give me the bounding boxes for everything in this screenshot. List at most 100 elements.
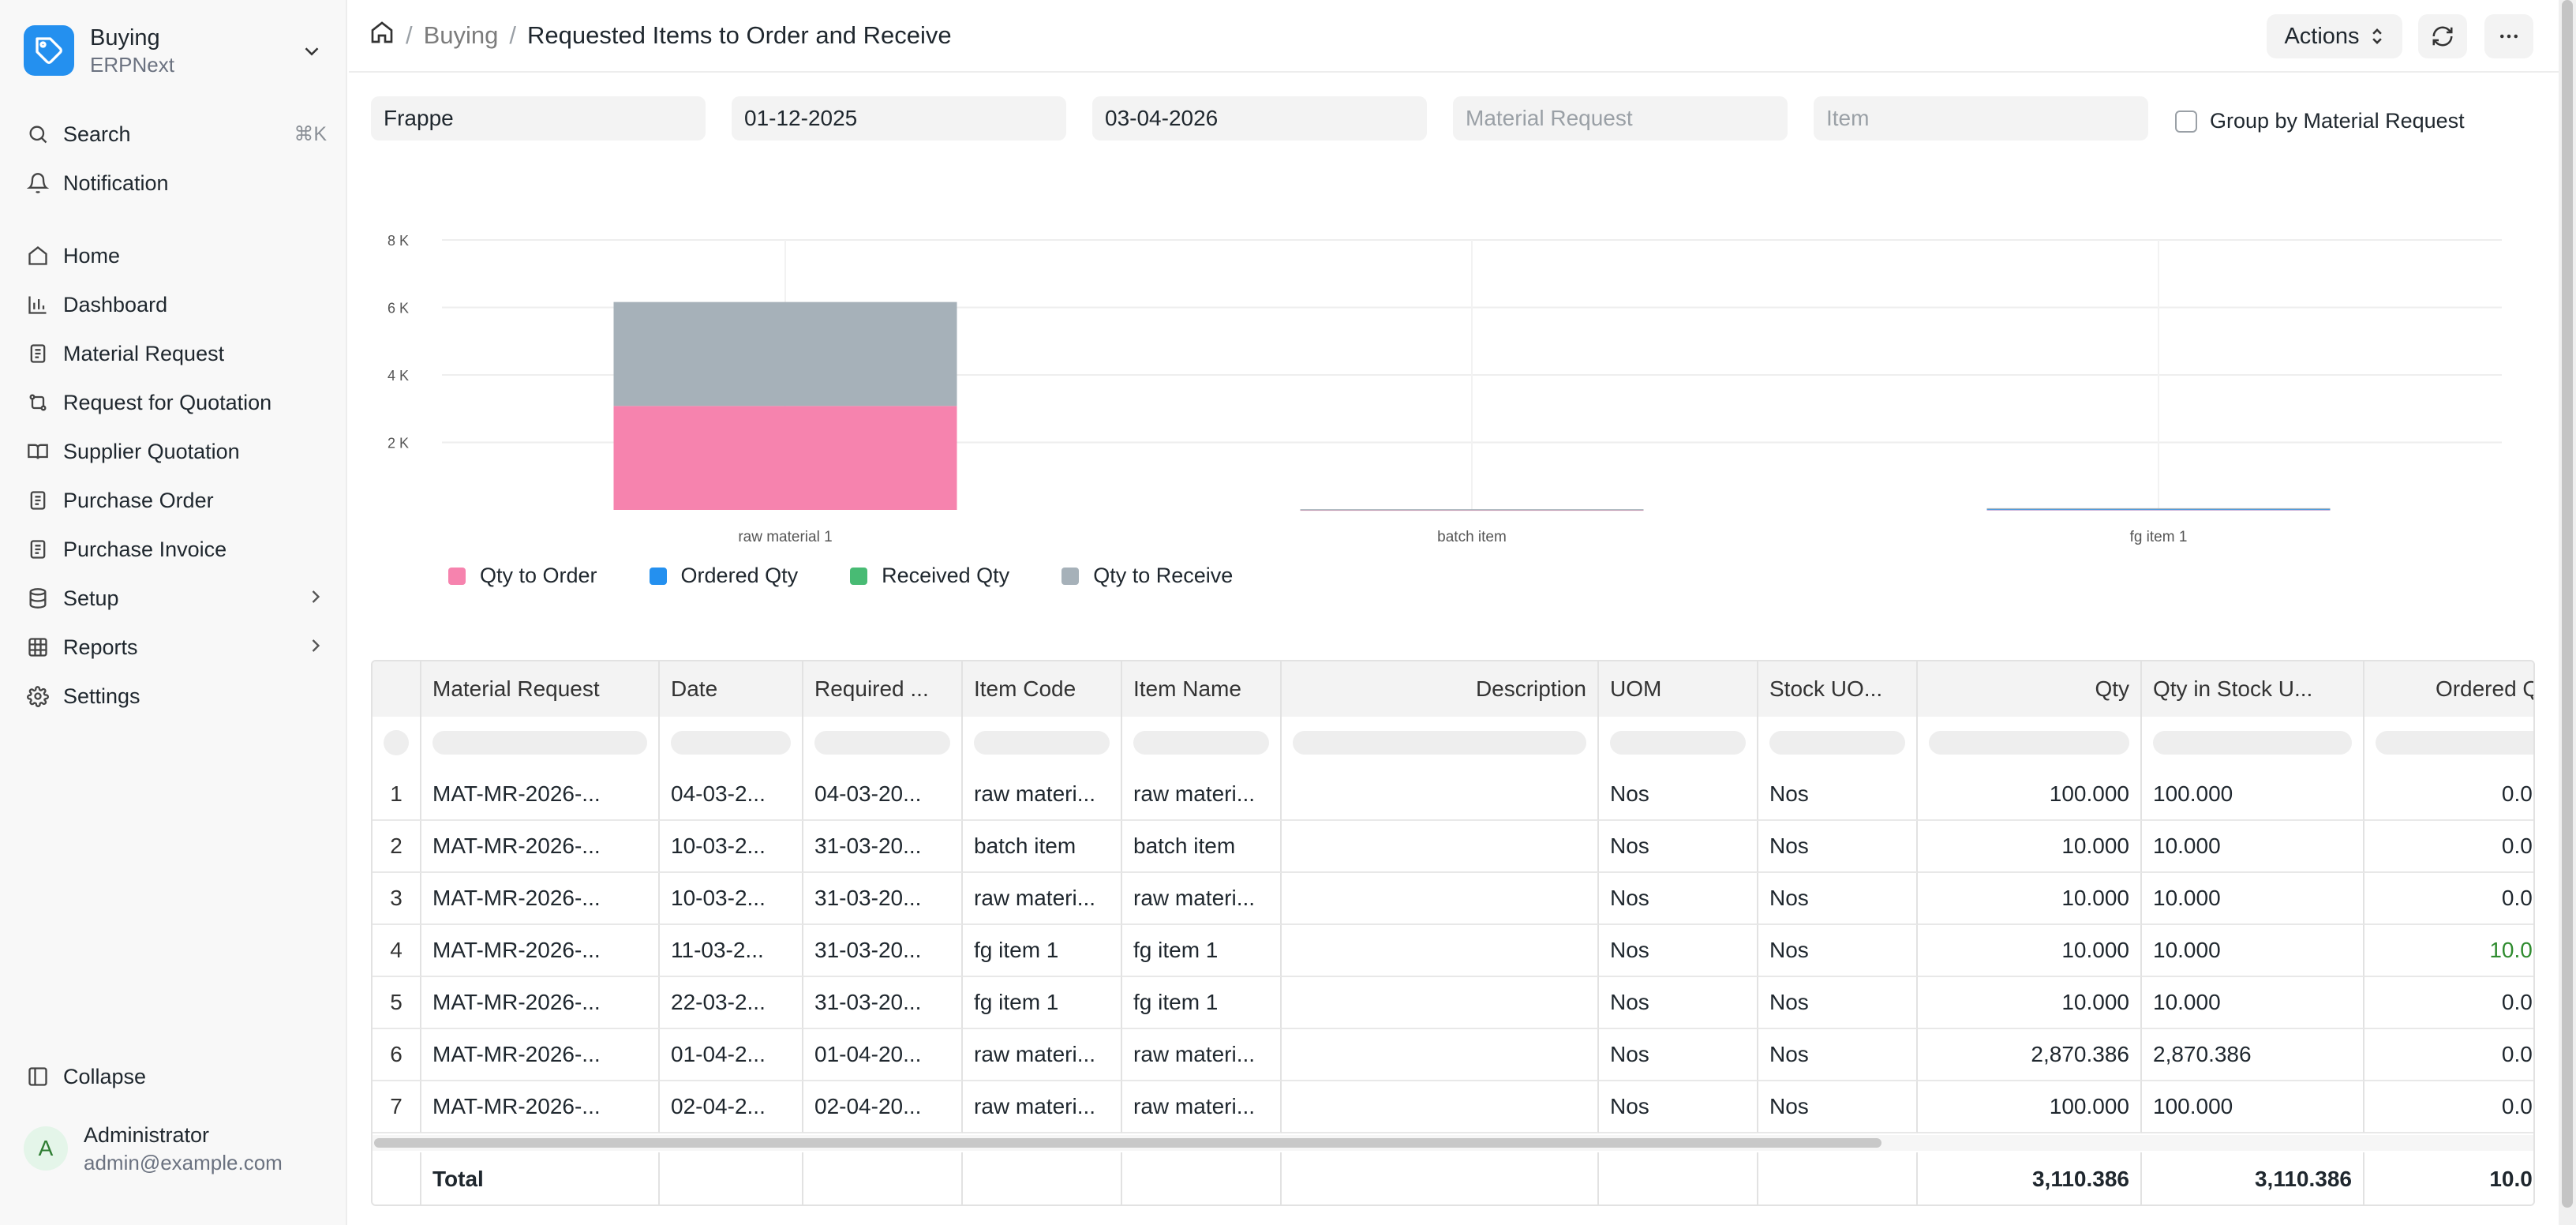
sidebar-item-purchase-order[interactable]: Purchase Order	[24, 478, 335, 523]
table-row[interactable]: 3 MAT-MR-2026-... 10-03-2... 31-03-20... raw…	[373, 873, 2533, 925]
table-cell: 31-03-20...	[803, 925, 963, 977]
sidebar-item-supplier-quotation[interactable]: Supplier Quotation	[24, 429, 335, 474]
breadcrumb-buying[interactable]: Buying	[423, 21, 499, 49]
sidebar-search-label: Search	[63, 122, 131, 146]
table-cell: 0.000	[2364, 977, 2533, 1029]
file-icon	[24, 486, 52, 515]
column-filter-input[interactable]	[1133, 731, 1269, 755]
table-cell: raw materi...	[963, 1081, 1122, 1133]
company-filter[interactable]: Frappe	[371, 96, 706, 140]
column-header[interactable]: Required ...	[803, 661, 963, 717]
legend-item[interactable]: Received Qty	[850, 564, 1009, 588]
sidebar-search[interactable]: Search ⌘K	[24, 112, 335, 156]
table-row[interactable]: 2 MAT-MR-2026-... 10-03-2... 31-03-20... bat…	[373, 821, 2533, 873]
table-cell: 02-04-20...	[803, 1081, 963, 1133]
legend-swatch	[850, 567, 868, 585]
sidebar-collapse[interactable]: Collapse	[24, 1055, 335, 1099]
column-filter-input[interactable]	[1769, 731, 1905, 755]
legend-label: Received Qty	[882, 564, 1010, 587]
table-cell: 22-03-2...	[660, 977, 803, 1029]
sidebar-item-label: Setup	[63, 586, 119, 610]
table-cell: 10.000	[2142, 925, 2364, 977]
column-filter	[1758, 717, 1918, 769]
column-filter-input[interactable]	[2153, 731, 2352, 755]
total-cell	[1282, 1152, 1599, 1204]
column-header[interactable]: Stock UO...	[1758, 661, 1918, 717]
total-cell	[803, 1152, 963, 1204]
actions-button[interactable]: Actions	[2267, 14, 2402, 58]
group-by-toggle[interactable]: Group by Material Request	[2175, 109, 2465, 133]
table-cell: batch item	[1122, 821, 1282, 873]
database-icon	[24, 584, 52, 612]
sidebar-item-label: Supplier Quotation	[63, 439, 240, 463]
column-filter-input[interactable]	[1293, 731, 1586, 755]
user-email: admin@example.com	[84, 1151, 283, 1174]
sidebar-item-request-for-quotation[interactable]: Request for Quotation	[24, 380, 335, 425]
sidebar-item-label: Settings	[63, 684, 140, 708]
table-cell: fg item 1	[963, 925, 1122, 977]
column-filter-input[interactable]	[432, 731, 647, 755]
sidebar-item-dashboard[interactable]: Dashboard	[24, 283, 335, 327]
table-cell: Nos	[1758, 1029, 1918, 1081]
column-filter-input[interactable]	[1929, 731, 2129, 755]
more-options-button[interactable]	[2484, 14, 2533, 58]
table-row[interactable]: 7 MAT-MR-2026-... 02-04-2... 02-04-20... raw…	[373, 1081, 2533, 1133]
chevron-right-icon	[305, 635, 327, 662]
home-icon[interactable]	[369, 20, 395, 51]
column-header[interactable]: Ordered Qty	[2364, 661, 2533, 717]
column-filter-input[interactable]	[2376, 731, 2533, 755]
column-header[interactable]: Description	[1282, 661, 1599, 717]
sidebar-item-reports[interactable]: Reports	[24, 625, 335, 669]
actions-label: Actions	[2284, 23, 2360, 49]
material-request-filter[interactable]: Material Request	[1453, 96, 1788, 140]
horizontal-scrollbar[interactable]	[374, 1138, 1881, 1148]
sidebar-item-purchase-invoice[interactable]: Purchase Invoice	[24, 527, 335, 571]
column-filter-input[interactable]	[814, 731, 950, 755]
sidebar-item-setup[interactable]: Setup	[24, 576, 335, 620]
chevron-down-icon[interactable]	[300, 39, 324, 67]
sidebar-item-home[interactable]: Home	[24, 234, 335, 278]
table-row[interactable]: 4 MAT-MR-2026-... 11-03-2... 31-03-20... fg …	[373, 925, 2533, 977]
sidebar-item-material-request[interactable]: Material Request	[24, 332, 335, 376]
table-icon	[24, 633, 52, 661]
group-by-checkbox[interactable]	[2175, 110, 2197, 133]
column-header[interactable]: UOM	[1599, 661, 1758, 717]
table-cell: raw materi...	[963, 1029, 1122, 1081]
refresh-button[interactable]	[2418, 14, 2467, 58]
legend-label: Ordered Qty	[680, 564, 799, 587]
select-all-checkbox[interactable]	[384, 730, 409, 755]
table-cell: Nos	[1599, 1081, 1758, 1133]
sidebar-notification[interactable]: Notification	[24, 161, 335, 205]
column-header[interactable]: Qty	[1918, 661, 2142, 717]
column-filter-input[interactable]	[1610, 731, 1746, 755]
vertical-scrollbar[interactable]	[2562, 0, 2573, 1208]
app-switcher[interactable]: Buying ERPNext	[24, 22, 324, 79]
column-header[interactable]: Material Request	[421, 661, 660, 717]
column-header[interactable]: Date	[660, 661, 803, 717]
column-header[interactable]: Item Code	[963, 661, 1122, 717]
bar-qty-to-order	[613, 406, 957, 510]
table-row[interactable]: 6 MAT-MR-2026-... 01-04-2... 01-04-20... raw…	[373, 1029, 2533, 1081]
item-filter[interactable]: Item	[1814, 96, 2148, 140]
bar-ordered-qty	[1986, 508, 2331, 511]
legend-item[interactable]: Qty to Order	[448, 564, 597, 588]
user-menu[interactable]: A Administrator admin@example.com	[24, 1121, 283, 1176]
table-cell: Nos	[1758, 769, 1918, 821]
from-date-filter[interactable]: 01-12-2025	[732, 96, 1066, 140]
to-date-filter[interactable]: 03-04-2026	[1092, 96, 1427, 140]
legend-item[interactable]: Qty to Receive	[1061, 564, 1233, 588]
table-cell: MAT-MR-2026-...	[421, 769, 660, 821]
y-tick-label: 8 K	[388, 233, 409, 249]
row-index: 6	[373, 1029, 421, 1081]
column-header[interactable]: Item Name	[1122, 661, 1282, 717]
column-header[interactable]: Qty in Stock U...	[2142, 661, 2364, 717]
legend-item[interactable]: Ordered Qty	[649, 564, 799, 588]
column-filter-input[interactable]	[671, 731, 791, 755]
column-filter	[1599, 717, 1758, 769]
table-row[interactable]: 1 MAT-MR-2026-... 04-03-2... 04-03-20... raw…	[373, 769, 2533, 821]
column-filter-input[interactable]	[974, 731, 1110, 755]
sidebar-item-settings[interactable]: Settings	[24, 674, 335, 718]
legend-swatch	[1061, 567, 1080, 585]
table-row[interactable]: 5 MAT-MR-2026-... 22-03-2... 31-03-20... fg …	[373, 977, 2533, 1029]
breadcrumb: / Buying / Requested Items to Order and …	[369, 17, 952, 54]
